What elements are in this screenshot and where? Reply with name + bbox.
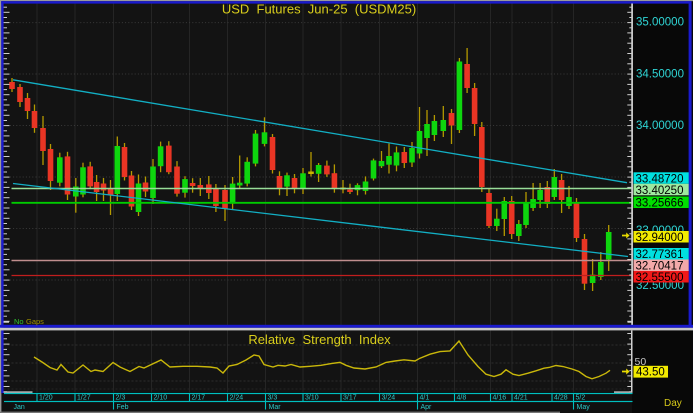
svg-text:Day: Day — [664, 398, 682, 409]
svg-text:33.25666: 33.25666 — [636, 198, 684, 210]
svg-text:1/20: 1/20 — [39, 395, 53, 402]
svg-text:Apr: Apr — [421, 404, 433, 411]
svg-text:32.50000: 32.50000 — [636, 280, 684, 292]
svg-text:May: May — [577, 404, 591, 411]
svg-text:2/3: 2/3 — [116, 395, 126, 402]
svg-text:3/3: 3/3 — [268, 395, 278, 402]
svg-text:32.70417: 32.70417 — [636, 261, 684, 273]
svg-text:2/24: 2/24 — [230, 395, 244, 402]
svg-text:2/17: 2/17 — [192, 395, 206, 402]
svg-text:Relative Strength Index: Relative Strength Index — [248, 332, 391, 347]
svg-text:35.00000: 35.00000 — [636, 17, 684, 29]
svg-text:33.40250: 33.40250 — [636, 185, 684, 197]
svg-text:5/2: 5/2 — [576, 395, 586, 402]
svg-text:USD Futures Jun-25 (USDM25): USD Futures Jun-25 (USDM25) — [222, 2, 416, 17]
svg-text:4/28: 4/28 — [554, 395, 568, 402]
svg-text:3/10: 3/10 — [305, 395, 319, 402]
svg-text:32.94000: 32.94000 — [636, 232, 684, 244]
svg-text:3/24: 3/24 — [382, 395, 396, 402]
svg-text:34.50000: 34.50000 — [636, 69, 684, 81]
svg-text:1/27: 1/27 — [77, 395, 91, 402]
svg-text:Jan: Jan — [14, 404, 25, 411]
svg-text:4/1: 4/1 — [420, 395, 430, 402]
svg-text:50: 50 — [635, 356, 647, 368]
svg-text:Mar: Mar — [269, 404, 282, 411]
svg-text:32.77361: 32.77361 — [636, 249, 684, 261]
svg-text:34.00000: 34.00000 — [636, 120, 684, 132]
svg-text:2/10: 2/10 — [154, 395, 168, 402]
svg-text:No: No — [14, 317, 24, 326]
svg-text:3/17: 3/17 — [343, 395, 357, 402]
svg-text:4/8: 4/8 — [457, 395, 467, 402]
svg-text:Feb: Feb — [117, 404, 129, 411]
svg-text:43.50: 43.50 — [636, 367, 665, 379]
svg-text:4/16: 4/16 — [493, 395, 507, 402]
svg-text:33.48720: 33.48720 — [636, 173, 684, 185]
svg-text:32.55500: 32.55500 — [636, 272, 684, 284]
svg-text:Gaps: Gaps — [26, 317, 44, 326]
svg-text:4/21: 4/21 — [514, 395, 528, 402]
